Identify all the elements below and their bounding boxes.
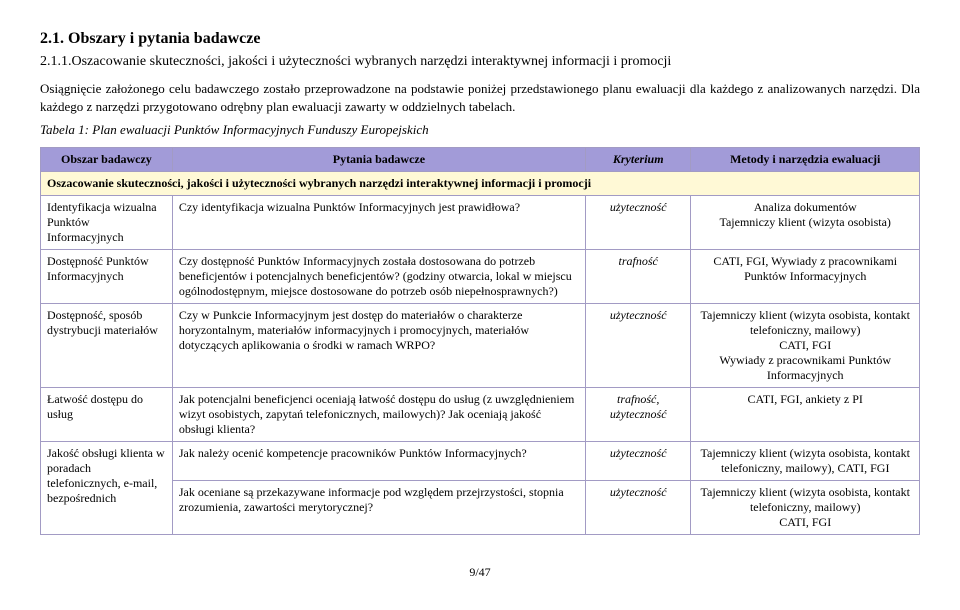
cell-pytania: Jak potencjalni beneficjenci oceniają ła… [172, 387, 585, 441]
evaluation-table: Obszar badawczy Pytania badawcze Kryteri… [40, 147, 920, 535]
table-row: Identyfikacja wizualna Punktów Informacy… [41, 195, 920, 249]
intro-paragraph: Osiągnięcie założonego celu badawczego z… [40, 80, 920, 115]
cell-obszar: Dostępność Punktów Informacyjnych [41, 249, 173, 303]
cell-metody: Tajemniczy klient (wizyta osobista, kont… [691, 441, 920, 480]
th-pytania: Pytania badawcze [172, 147, 585, 171]
cell-kryterium: trafność, użyteczność [585, 387, 690, 441]
page-subheading: 2.1.1.Oszacowanie skuteczności, jakości … [40, 54, 920, 70]
table-section-cell: Oszacowanie skuteczności, jakości i użyt… [41, 171, 920, 195]
cell-obszar: Łatwość dostępu do usług [41, 387, 173, 441]
th-metody: Metody i narzędzia ewaluacji [691, 147, 920, 171]
table-row: Dostępność Punktów InformacyjnychCzy dos… [41, 249, 920, 303]
cell-kryterium: użyteczność [585, 303, 690, 387]
th-kryterium: Kryterium [585, 147, 690, 171]
cell-metody: CATI, FGI, Wywiady z pracownikami Punktó… [691, 249, 920, 303]
cell-pytania: Jak należy ocenić kompetencje pracownikó… [172, 441, 585, 480]
th-obszar: Obszar badawczy [41, 147, 173, 171]
cell-obszar: Identyfikacja wizualna Punktów Informacy… [41, 195, 173, 249]
cell-metody: Analiza dokumentów Tajemniczy klient (wi… [691, 195, 920, 249]
cell-pytania: Czy identyfikacja wizualna Punktów Infor… [172, 195, 585, 249]
cell-metody: Tajemniczy klient (wizyta osobista, kont… [691, 303, 920, 387]
cell-kryterium: trafność [585, 249, 690, 303]
table-section-row: Oszacowanie skuteczności, jakości i użyt… [41, 171, 920, 195]
cell-metody: CATI, FGI, ankiety z PI [691, 387, 920, 441]
cell-obszar: Jakość obsługi klienta w poradach telefo… [41, 441, 173, 534]
cell-kryterium: użyteczność [585, 195, 690, 249]
table-row: Jakość obsługi klienta w poradach telefo… [41, 441, 920, 480]
cell-metody: Tajemniczy klient (wizyta osobista, kont… [691, 480, 920, 534]
table-row: Dostępność, sposób dystrybucji materiałó… [41, 303, 920, 387]
table-caption: Tabela 1: Plan ewaluacji Punktów Informa… [40, 121, 920, 139]
table-header-row: Obszar badawczy Pytania badawcze Kryteri… [41, 147, 920, 171]
page-heading: 2.1. Obszary i pytania badawcze [40, 30, 920, 48]
cell-pytania: Jak oceniane są przekazywane informacje … [172, 480, 585, 534]
cell-pytania: Czy dostępność Punktów Informacyjnych zo… [172, 249, 585, 303]
page-number: 9/47 [40, 565, 920, 580]
cell-kryterium: użyteczność [585, 441, 690, 480]
cell-pytania: Czy w Punkcie Informacyjnym jest dostęp … [172, 303, 585, 387]
cell-kryterium: użyteczność [585, 480, 690, 534]
cell-obszar: Dostępność, sposób dystrybucji materiałó… [41, 303, 173, 387]
table-row: Łatwość dostępu do usługJak potencjalni … [41, 387, 920, 441]
table-row: Jak oceniane są przekazywane informacje … [41, 480, 920, 534]
